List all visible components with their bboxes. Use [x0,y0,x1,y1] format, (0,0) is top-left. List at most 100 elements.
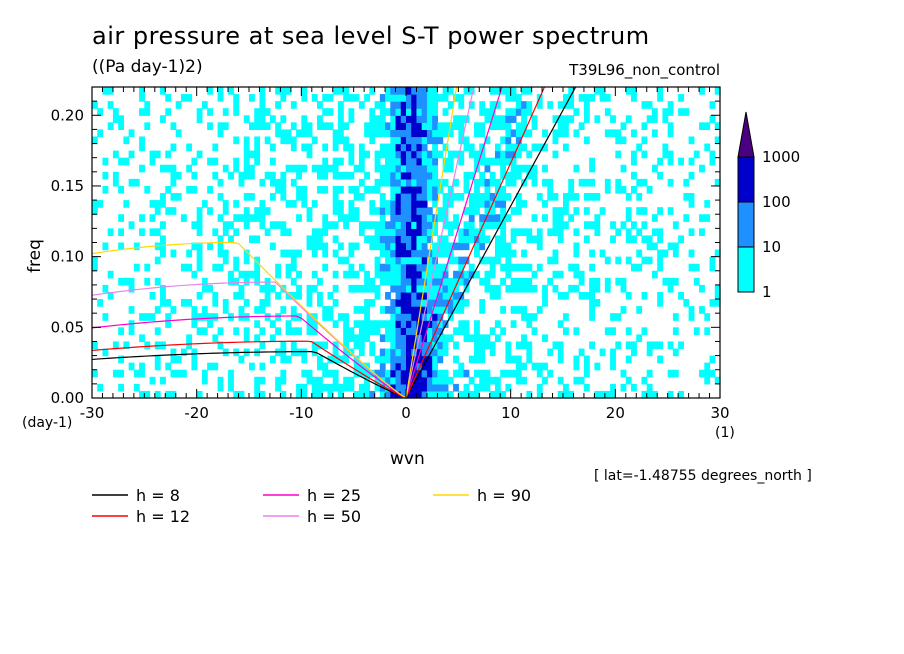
heat-cell [139,228,145,237]
heat-cell [458,136,465,145]
heat-cell [557,291,564,300]
heat-cell [160,291,166,300]
heat-cell [311,94,318,102]
heat-cell [437,327,444,335]
heat-cell [474,178,480,187]
heat-cell [364,376,370,385]
heat-cell [280,129,287,138]
heat-cell [390,178,397,187]
heat-cell [180,369,187,378]
heat-cell [515,362,522,371]
heat-cell [233,164,240,173]
heat-cell [92,263,98,272]
heat-cell [379,200,386,208]
heat-cell [217,249,224,258]
heat-cell [144,263,151,272]
heat-cell [123,157,130,166]
heat-cell [557,122,564,131]
heat-cell [437,291,444,300]
heat-cell [395,306,402,314]
heat-cell [301,143,308,152]
heat-cell [515,277,522,286]
heat-cell [641,235,648,244]
heat-cell [657,355,664,364]
heat-cell [625,291,632,300]
heat-cell [442,178,449,187]
heat-cell [259,341,266,350]
heat-cell [238,171,245,180]
heat-cell [625,355,632,364]
heat-cell [447,129,454,138]
heat-cell [636,178,643,187]
heat-cell [233,108,240,116]
heat-cell [92,200,98,208]
heat-cell [160,242,166,251]
heat-cell [479,143,486,152]
heat-cell [421,299,428,307]
heat-cell [343,214,350,222]
heat-cell [358,221,365,229]
heat-cell [515,136,522,145]
heat-cell [191,270,198,279]
heat-cell [343,122,350,131]
heat-cell [154,207,161,215]
heat-cell [678,94,684,102]
heat-cell [421,143,428,152]
heat-cell [186,263,193,272]
heat-cell [426,150,433,159]
heat-cell [651,228,658,237]
heat-cell [620,122,627,131]
heat-cell [651,214,658,222]
heat-cell [641,256,648,265]
heat-cell [411,87,418,95]
heat-cell [275,270,281,279]
heat-cell [280,136,287,145]
heat-cell [437,277,444,286]
heat-cell [97,200,104,208]
heat-cell [489,214,496,222]
heat-cell [348,108,355,116]
heat-cell [385,122,391,131]
heat-cell [139,87,145,95]
heat-cell [463,299,470,307]
heat-cell [557,376,564,385]
heat-cell [515,122,522,131]
heat-cell [615,136,622,145]
heat-cell [149,228,156,237]
heat-cell [479,214,486,222]
heat-cell [704,327,711,335]
heat-cell [123,136,130,145]
heat-cell [343,171,350,180]
heat-cell [583,101,590,109]
heat-cell [416,277,423,286]
heat-cell [714,376,721,385]
heat-cell [306,242,313,251]
heat-cell [337,207,344,215]
heat-cell [254,143,261,152]
heat-cell [421,185,428,194]
heat-cell [222,249,229,258]
heat-cell [599,94,606,102]
heat-cell [416,242,423,251]
heat-cell [510,157,517,166]
heat-cell [217,122,224,131]
heat-cell [327,94,334,102]
heat-cell [699,122,705,131]
heat-cell [651,341,658,350]
heat-cell [296,284,302,293]
heat-cell [432,249,438,258]
heat-cell [447,291,454,300]
heat-cell [390,214,397,222]
heat-cell [688,306,695,314]
heat-cell [296,390,302,399]
heat-cell [536,383,543,392]
heat-cell [479,178,486,187]
heat-cell [442,291,449,300]
heat-cell [416,164,423,173]
heat-cell [374,221,381,229]
heat-cell [468,376,475,385]
heat-cell [353,306,360,314]
heat-cell [364,122,370,131]
heat-cell [411,362,418,371]
heat-cell [531,327,538,335]
